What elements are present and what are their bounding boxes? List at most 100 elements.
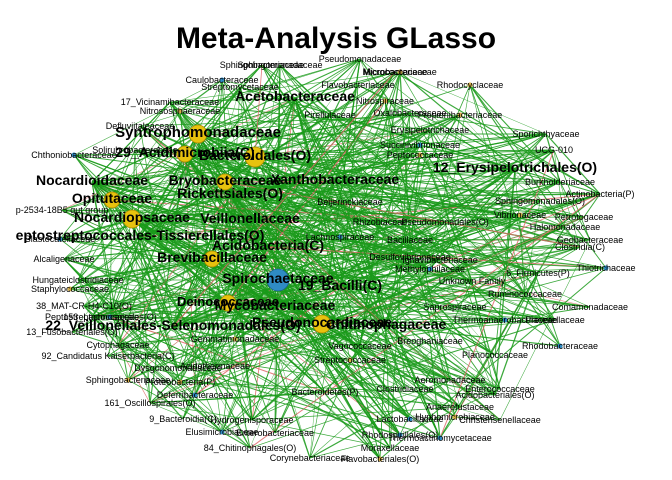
node-label: Rhodocyclaceae bbox=[437, 80, 504, 90]
positive-edge bbox=[221, 79, 296, 99]
positive-edge bbox=[139, 236, 276, 308]
network-node bbox=[203, 250, 221, 268]
positive-edge bbox=[131, 218, 446, 223]
positive-edge bbox=[439, 259, 607, 269]
positive-edge bbox=[71, 64, 281, 333]
node-label: 12_Erysipelotrichales(O) bbox=[433, 159, 597, 175]
network-node bbox=[107, 314, 113, 320]
network-node bbox=[188, 124, 208, 144]
positive-edge bbox=[274, 306, 411, 420]
node-label: Elusimicrobiaceae bbox=[185, 427, 258, 437]
network-node bbox=[382, 98, 388, 104]
positive-edge bbox=[277, 279, 401, 436]
positive-edge bbox=[184, 112, 411, 155]
positive-edge bbox=[229, 194, 539, 274]
positive-edge bbox=[139, 236, 591, 308]
negative-edge bbox=[429, 193, 601, 270]
network-node bbox=[232, 336, 238, 342]
positive-edge bbox=[69, 168, 516, 290]
network-node bbox=[452, 414, 458, 420]
positive-edge bbox=[227, 302, 381, 460]
positive-edge bbox=[91, 181, 253, 421]
positive-edge bbox=[229, 194, 431, 270]
positive-edge bbox=[439, 226, 566, 439]
network-node bbox=[219, 77, 225, 83]
network-node bbox=[125, 377, 131, 383]
positive-edge bbox=[429, 340, 441, 439]
positive-edge bbox=[184, 84, 359, 155]
node-label: Hyphomicrobiaceae bbox=[415, 412, 495, 422]
node-label: Blastocatellaceae bbox=[25, 234, 96, 244]
node-label: 161_Oscillospirales(O) bbox=[104, 398, 195, 408]
positive-edge bbox=[277, 181, 561, 281]
network-node bbox=[177, 379, 183, 385]
node-label: Staphylococcaceae bbox=[31, 284, 109, 294]
positive-edge bbox=[73, 154, 521, 216]
network-node bbox=[57, 236, 63, 242]
node-label: Sphingobacteriaceae bbox=[220, 60, 305, 70]
positive-edge bbox=[274, 216, 585, 308]
node-label: Acidobacteria(C) bbox=[212, 237, 324, 253]
positive-edge bbox=[494, 272, 539, 396]
network-node bbox=[467, 82, 473, 88]
positive-edge bbox=[73, 79, 223, 156]
positive-edge bbox=[274, 239, 591, 308]
positive-edge bbox=[274, 246, 581, 434]
positive-edge bbox=[127, 114, 331, 381]
positive-edge bbox=[214, 259, 441, 367]
node-label: Syntrophomonadaceae bbox=[115, 124, 281, 141]
node-label: Nocardioidaceae bbox=[36, 172, 148, 188]
positive-edge bbox=[419, 114, 461, 146]
node-label: Propionibacteriaceae bbox=[418, 110, 503, 120]
positive-edge bbox=[91, 181, 276, 308]
negative-edge bbox=[139, 193, 601, 238]
network-node bbox=[67, 286, 73, 292]
positive-edge bbox=[339, 286, 556, 321]
positive-edge bbox=[334, 144, 421, 182]
positive-edge bbox=[179, 58, 361, 112]
node-label: Clostridiaceae bbox=[376, 384, 433, 394]
positive-edge bbox=[267, 114, 461, 248]
node-label: Unknown Family bbox=[439, 276, 506, 286]
positive-edge bbox=[184, 153, 526, 295]
positive-edge bbox=[321, 149, 555, 325]
positive-edge bbox=[309, 434, 401, 459]
node-label: Micrococcaceae bbox=[362, 67, 427, 77]
node-label: Anaerofustaceae bbox=[426, 402, 494, 412]
positive-edge bbox=[194, 226, 566, 396]
node-layer bbox=[57, 69, 609, 462]
positive-edge bbox=[184, 153, 276, 308]
positive-edge bbox=[454, 306, 556, 321]
positive-edge bbox=[379, 221, 496, 356]
positive-edge bbox=[385, 319, 556, 327]
node-label: Acidothermaceae bbox=[180, 361, 250, 371]
node-label: Prevotellaceae bbox=[525, 315, 585, 325]
node-label: Oxalobacteraceae bbox=[373, 108, 446, 118]
node-label: 17_Vicinamibacteraceae bbox=[121, 97, 219, 107]
node-label: Streptomycetaceae bbox=[201, 82, 279, 92]
node-label: Deferribacteraceae bbox=[157, 390, 234, 400]
positive-edge bbox=[71, 258, 213, 333]
node-label: Brevibacillaceae bbox=[157, 249, 267, 265]
positive-edge bbox=[261, 64, 331, 116]
network-node bbox=[122, 209, 142, 229]
node-label: Halomonadaceae bbox=[530, 222, 601, 232]
positive-edge bbox=[254, 156, 496, 356]
node-label: Enterococcaceae bbox=[465, 384, 535, 394]
node-label: Flavobacteriaceae bbox=[321, 80, 395, 90]
positive-edge bbox=[274, 64, 281, 308]
positive-edge bbox=[309, 286, 341, 459]
network-node bbox=[407, 416, 413, 422]
positive-edge bbox=[77, 239, 411, 281]
positive-edge bbox=[59, 238, 591, 241]
positive-edge bbox=[251, 168, 516, 421]
positive-edge bbox=[454, 416, 501, 421]
positive-edge bbox=[149, 402, 223, 433]
node-label: Cytophagaceae bbox=[86, 340, 149, 350]
positive-edge bbox=[321, 323, 456, 418]
node-label: 29_Acidimicrobiia(C) bbox=[115, 144, 254, 160]
positive-edge bbox=[321, 58, 361, 325]
positive-edge bbox=[229, 194, 556, 321]
negative-edge bbox=[224, 181, 581, 248]
node-label: Sporichthyaceae bbox=[512, 129, 579, 139]
